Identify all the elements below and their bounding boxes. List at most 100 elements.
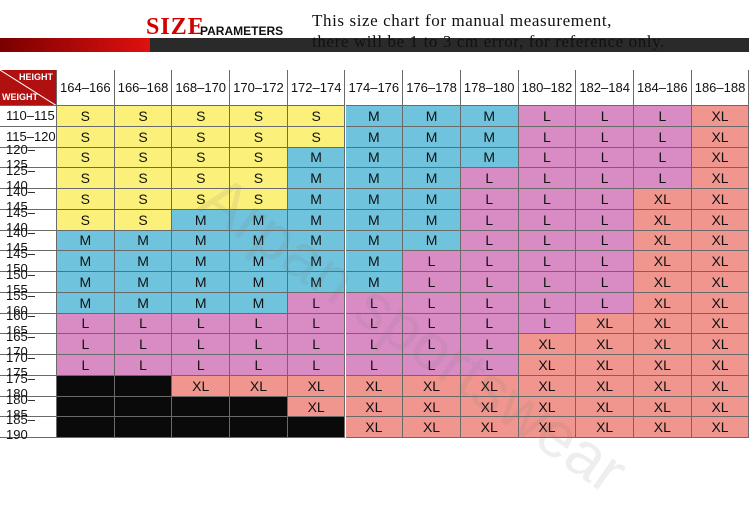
size-cell: XL: [287, 375, 346, 397]
size-cell: M: [114, 230, 173, 252]
size-cell: L: [345, 334, 404, 356]
size-cell: XL: [634, 313, 692, 335]
size-cell: XL: [691, 334, 749, 356]
note-line-1: This size chart for manual measurement,: [312, 11, 613, 30]
column-header-height: 186–188: [691, 70, 749, 106]
size-cell: M: [172, 209, 231, 231]
size-cell: L: [576, 230, 634, 252]
size-cell: M: [345, 230, 404, 252]
size-cell: M: [57, 272, 115, 293]
column-header-height: 170–172: [230, 70, 288, 106]
size-cell: L: [518, 189, 577, 210]
size-cell: M: [230, 209, 288, 231]
size-cell: XL: [518, 355, 577, 376]
size-cell: XL: [634, 292, 692, 314]
size-cell: M: [287, 168, 346, 190]
size-cell: S: [114, 106, 173, 127]
size-cell: XL: [403, 375, 461, 397]
size-cell: L: [576, 292, 634, 314]
size-cell: S: [172, 147, 231, 169]
size-cell: XL: [691, 168, 749, 190]
size-cell: L: [57, 313, 115, 335]
size-cell: M: [403, 230, 461, 252]
table-corner: HEIGHT WEIGHT: [0, 70, 57, 106]
size-cell: XL: [691, 396, 749, 418]
size-cell: S: [230, 147, 288, 169]
size-cell: L: [460, 168, 519, 190]
size-cell: L: [460, 209, 519, 231]
size-cell: L: [345, 313, 404, 335]
size-cell: L: [576, 272, 634, 293]
weight-axis-label: WEIGHT: [2, 92, 38, 102]
size-cell: XL: [691, 251, 749, 273]
header-dark-stripe: [150, 38, 749, 52]
size-cell: L: [518, 209, 577, 231]
size-cell: XL: [576, 375, 634, 397]
size-cell: M: [287, 147, 346, 169]
size-cell: L: [634, 147, 692, 169]
size-cell: L: [634, 106, 692, 127]
size-cell: M: [114, 292, 173, 314]
column-header-height: 166–168: [114, 70, 173, 106]
size-cell: L: [460, 334, 519, 356]
size-cell: S: [114, 189, 173, 210]
size-cell: L: [576, 147, 634, 169]
size-cell: XL: [518, 334, 577, 356]
size-cell: L: [287, 313, 346, 335]
size-cell: L: [460, 292, 519, 314]
size-cell: L: [576, 189, 634, 210]
size-cell: S: [114, 168, 173, 190]
header-banner: SIZE PARAMETERS This size chart for manu…: [0, 0, 749, 65]
size-cell: XL: [691, 375, 749, 397]
size-cell: XL: [634, 355, 692, 376]
size-cell: S: [57, 126, 115, 148]
header-red-stripe: [0, 38, 150, 52]
size-cell: M: [230, 272, 288, 293]
size-cell: XL: [691, 355, 749, 376]
size-cell: L: [518, 106, 577, 127]
column-header-height: 184–186: [634, 70, 692, 106]
size-cell: [172, 396, 231, 418]
size-cell: S: [230, 106, 288, 127]
size-cell: L: [634, 126, 692, 148]
size-cell: L: [345, 292, 404, 314]
size-cell: M: [114, 272, 173, 293]
size-cell: M: [403, 189, 461, 210]
size-cell: M: [345, 251, 404, 273]
size-cell: S: [230, 189, 288, 210]
size-cell: L: [460, 313, 519, 335]
size-cell: [114, 375, 173, 397]
size-cell: L: [576, 106, 634, 127]
size-cell: L: [230, 313, 288, 335]
size-cell: S: [114, 209, 173, 231]
column-header-height: 176–178: [403, 70, 461, 106]
size-cell: S: [57, 147, 115, 169]
size-cell: M: [345, 106, 404, 127]
size-cell: S: [114, 147, 173, 169]
size-cell: L: [634, 168, 692, 190]
height-axis-label: HEIGHT: [18, 72, 53, 82]
size-cell: L: [114, 355, 173, 376]
size-cell: L: [57, 355, 115, 376]
size-cell: L: [460, 189, 519, 210]
size-cell: [57, 375, 115, 397]
column-header-height: 178–180: [460, 70, 519, 106]
row-header-weight: 150–155: [0, 267, 57, 297]
size-cell: XL: [634, 251, 692, 273]
size-cell: L: [518, 147, 577, 169]
size-cell: L: [518, 230, 577, 252]
size-cell: M: [345, 168, 404, 190]
size-cell: XL: [691, 106, 749, 127]
size-cell: XL: [634, 375, 692, 397]
size-cell: XL: [518, 375, 577, 397]
size-cell: XL: [691, 292, 749, 314]
size-cell: M: [172, 292, 231, 314]
size-cell: S: [172, 189, 231, 210]
size-cell: M: [287, 209, 346, 231]
measurement-note: This size chart for manual measurement, …: [312, 10, 742, 52]
row-header-weight: 140–145: [0, 184, 57, 214]
size-cell: M: [287, 272, 346, 293]
size-cell: XL: [403, 396, 461, 418]
size-cell: L: [114, 334, 173, 356]
size-cell: XL: [691, 209, 749, 231]
